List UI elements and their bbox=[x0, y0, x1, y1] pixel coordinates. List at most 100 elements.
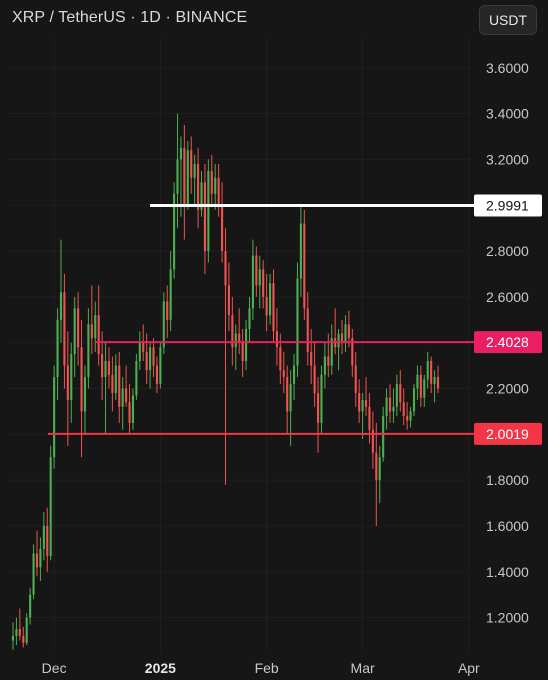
y-tick-label: 1.8000 bbox=[486, 472, 529, 488]
candle-body bbox=[59, 292, 63, 320]
candle bbox=[87, 308, 90, 389]
candle-body bbox=[193, 164, 196, 178]
candle bbox=[310, 328, 313, 384]
candle-body bbox=[330, 338, 333, 366]
candle-body bbox=[118, 365, 121, 407]
candle bbox=[292, 354, 296, 400]
candle-body bbox=[29, 594, 32, 618]
y-tick-label: 3.4000 bbox=[486, 106, 529, 122]
candle bbox=[286, 365, 289, 435]
y-tick-label: 3.6000 bbox=[486, 60, 529, 76]
candle bbox=[94, 301, 97, 352]
candle-body bbox=[66, 365, 69, 400]
candle bbox=[320, 365, 323, 435]
candle bbox=[53, 365, 56, 469]
y-tick-label: 2.8000 bbox=[486, 243, 529, 259]
candle bbox=[412, 383, 416, 417]
candle-body bbox=[176, 159, 179, 194]
candle-body bbox=[368, 406, 371, 430]
candle bbox=[49, 445, 52, 561]
x-tick-label: Mar bbox=[351, 660, 375, 676]
candle-body bbox=[378, 457, 381, 481]
candle-body bbox=[107, 361, 111, 375]
candle-body bbox=[399, 383, 402, 403]
candle bbox=[231, 296, 234, 366]
candle bbox=[35, 530, 39, 577]
candle bbox=[299, 205, 302, 297]
candle bbox=[104, 342, 107, 435]
candle-body bbox=[436, 377, 440, 389]
candle-body bbox=[49, 457, 52, 556]
candle bbox=[402, 388, 405, 426]
candle-body bbox=[296, 278, 299, 366]
candle bbox=[306, 292, 309, 366]
candle bbox=[354, 351, 357, 407]
x-tick-label: Apr bbox=[458, 660, 480, 676]
candle bbox=[173, 182, 176, 279]
candle-body bbox=[221, 205, 224, 252]
candle-body bbox=[265, 296, 268, 316]
y-tick-label: 1.4000 bbox=[486, 564, 529, 580]
candle bbox=[135, 354, 138, 400]
candle bbox=[245, 319, 248, 371]
candle-body bbox=[149, 347, 152, 371]
candle bbox=[316, 377, 320, 453]
candle-body bbox=[251, 255, 254, 309]
candle-body bbox=[114, 365, 117, 394]
candle-body bbox=[179, 147, 183, 160]
candle bbox=[358, 379, 361, 423]
candle bbox=[392, 388, 395, 423]
currency-button[interactable]: USDT bbox=[479, 5, 537, 35]
candle-body bbox=[279, 347, 282, 371]
candle-body bbox=[97, 315, 100, 355]
candle-body bbox=[87, 324, 90, 378]
level-label-box-red bbox=[474, 422, 542, 445]
candle-body bbox=[375, 452, 378, 481]
candle bbox=[406, 402, 409, 430]
candle-body bbox=[241, 342, 244, 362]
candle-body bbox=[234, 333, 237, 348]
y-tick-label: 1.2000 bbox=[486, 610, 529, 626]
candle-body bbox=[275, 331, 278, 348]
candle-body bbox=[190, 150, 193, 178]
candle-body bbox=[142, 342, 145, 352]
candle-body bbox=[159, 347, 162, 384]
candle-body bbox=[32, 553, 35, 595]
candle-body bbox=[125, 388, 128, 403]
candle bbox=[419, 365, 422, 407]
candle bbox=[56, 308, 59, 400]
candle bbox=[385, 388, 388, 430]
candle bbox=[399, 370, 402, 412]
candle-body bbox=[138, 342, 141, 362]
candle-body bbox=[169, 269, 172, 320]
candle bbox=[197, 147, 200, 229]
candle bbox=[152, 338, 155, 378]
candle-body bbox=[337, 333, 340, 348]
candle-body bbox=[166, 301, 169, 320]
candle-body bbox=[313, 365, 316, 394]
level-label-red: 2.0019 bbox=[486, 426, 529, 442]
candle-body bbox=[351, 338, 354, 366]
candle bbox=[70, 342, 73, 423]
candle bbox=[371, 411, 374, 469]
candle bbox=[238, 308, 241, 355]
level-label-box-white bbox=[474, 194, 542, 217]
candle-body bbox=[90, 324, 93, 339]
candle-body bbox=[56, 319, 59, 378]
candle-body bbox=[63, 292, 66, 366]
y-tick-label: 2.2000 bbox=[486, 381, 529, 397]
candle bbox=[436, 365, 440, 394]
candle bbox=[340, 319, 344, 355]
candle bbox=[73, 296, 76, 378]
candle-body bbox=[310, 351, 313, 366]
candle bbox=[313, 342, 316, 407]
candle-body bbox=[364, 399, 368, 407]
candle-body bbox=[80, 347, 83, 412]
candle bbox=[128, 383, 131, 435]
candle bbox=[262, 260, 265, 309]
candle-body bbox=[42, 525, 45, 549]
candle-body bbox=[289, 383, 292, 412]
candle-body bbox=[388, 397, 392, 412]
candle bbox=[210, 154, 213, 206]
